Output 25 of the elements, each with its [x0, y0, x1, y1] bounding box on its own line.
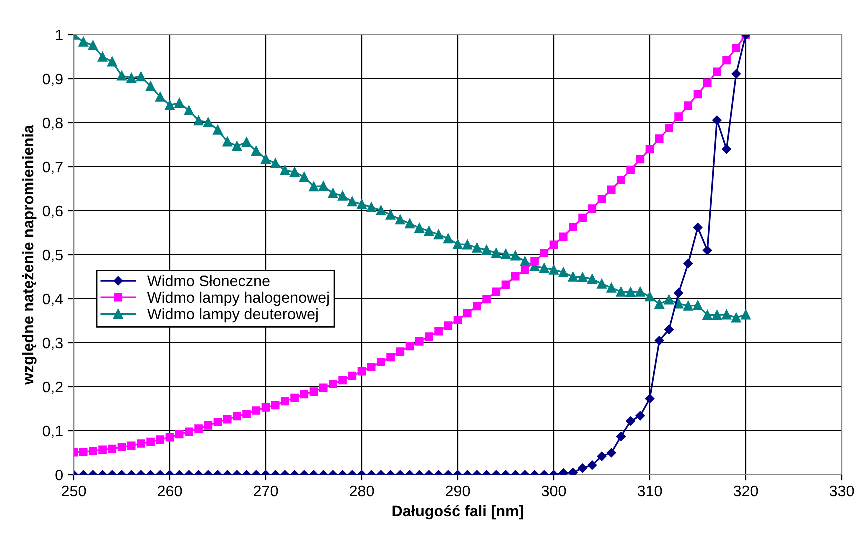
y-tick-label: 0,9 [42, 74, 63, 86]
y-tick-label: 0,7 [42, 162, 63, 174]
legend-label: Widmo lampy deuterowej [147, 308, 318, 323]
y-tick-label: 0,6 [42, 206, 63, 218]
x-tick-label: 290 [446, 486, 470, 497]
y-tick-label: 0,5 [42, 250, 63, 262]
y-tick-label: 1 [56, 30, 63, 41]
x-axis-title: Daługość fali [nm] [392, 505, 524, 520]
y-tick-label: 0,4 [42, 294, 64, 306]
x-tick-label: 280 [350, 486, 374, 497]
x-tick-label: 320 [734, 486, 758, 497]
x-tick-label: 300 [542, 486, 566, 497]
x-tick-label: 260 [158, 486, 182, 497]
y-tick-label: 0,1 [42, 426, 63, 438]
y-tick-label: 0,2 [42, 382, 63, 394]
y-tick-label: 0,8 [42, 118, 63, 130]
y-tick-label: 0 [56, 470, 63, 481]
x-tick-label: 270 [254, 486, 278, 497]
x-tick-label: 330 [830, 486, 854, 497]
x-tick-label: 310 [638, 486, 662, 497]
y-tick-label: 0,3 [42, 338, 63, 350]
y-axis-title: względne natężenie napromienienia [22, 125, 37, 385]
x-tick-label: 250 [62, 486, 86, 497]
legend-label: Widmo Słoneczne [147, 275, 270, 287]
legend-label: Widmo lampy halogenowej [147, 292, 329, 306]
